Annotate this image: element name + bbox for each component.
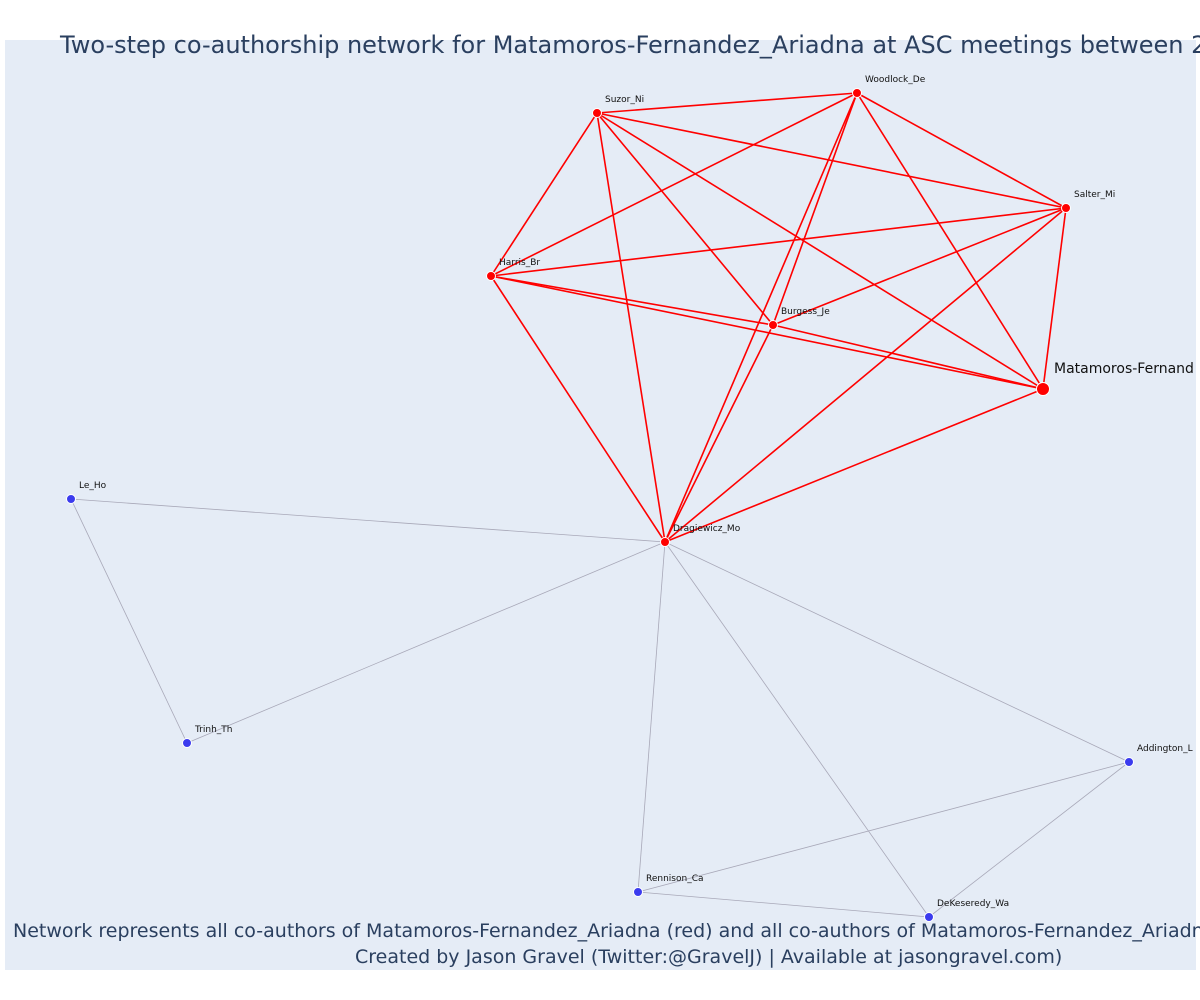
caption-line-2: Created by Jason Gravel (Twitter:@Gravel…	[355, 946, 1062, 968]
node-label-matamoros: Matamoros-Fernand	[1054, 361, 1194, 377]
edge-woodlock-matamoros	[856, 92, 1044, 390]
chart-title: Two-step co-authorship network for Matam…	[59, 31, 1200, 59]
edge-addington-dekeseredy	[928, 761, 1130, 918]
node-dragiewicz[interactable]	[660, 537, 670, 547]
edge-woodlock-dragiewicz	[664, 92, 858, 543]
edge-burgess-matamoros	[772, 324, 1044, 390]
node-addington[interactable]	[1124, 757, 1134, 767]
first-step-edges	[490, 92, 1067, 543]
node-burgess[interactable]	[768, 320, 778, 330]
edge-harris-matamoros	[490, 275, 1044, 390]
node-label-woodlock: Woodlock_De	[865, 75, 926, 85]
edge-salter-harris	[490, 207, 1067, 277]
node-salter[interactable]	[1061, 203, 1071, 213]
edge-dragiewicz-dekeseredy	[664, 541, 930, 918]
plot-background	[5, 40, 1196, 970]
edge-woodlock-salter	[856, 92, 1067, 209]
edge-suzor-harris	[490, 112, 598, 277]
node-label-trinh: Trinh_Th	[194, 725, 233, 735]
node-suzor[interactable]	[592, 108, 602, 118]
edge-harris-burgess	[490, 275, 774, 326]
edge-dragiewicz-rennison	[637, 541, 666, 893]
edge-rennison-dekeseredy	[637, 891, 930, 918]
node-dekeseredy[interactable]	[924, 912, 934, 922]
edge-matamoros-dragiewicz	[664, 388, 1044, 543]
node-label-dragiewicz: Dragiewicz_Mo	[673, 524, 741, 534]
edge-salter-burgess	[772, 207, 1067, 326]
second-step-edges	[70, 498, 1130, 918]
node-label-rennison: Rennison_Ca	[646, 874, 704, 884]
edge-suzor-salter	[596, 112, 1067, 209]
node-label-harris: Harris_Br	[499, 258, 540, 268]
node-woodlock[interactable]	[852, 88, 862, 98]
node-label-burgess: Burgess_Je	[781, 307, 830, 317]
node-matamoros[interactable]	[1036, 382, 1050, 396]
edge-salter-matamoros	[1042, 207, 1067, 390]
author-labels: Matamoros-Fernand Woodlock_De Suzor_Ni Salt…	[79, 75, 1194, 909]
edge-woodlock-burgess	[772, 92, 858, 326]
node-label-leho: Le_Ho	[79, 481, 107, 491]
edge-suzor-woodlock	[596, 92, 858, 114]
edge-harris-dragiewicz	[490, 275, 666, 543]
edge-dragiewicz-trinh	[186, 541, 666, 744]
node-leho[interactable]	[66, 494, 76, 504]
edge-woodlock-harris	[490, 92, 858, 277]
node-label-dekeseredy: DeKeseredy_Wa	[937, 899, 1009, 909]
caption-line-1: Network represents all co-authors of Mat…	[13, 920, 1200, 942]
edge-suzor-burgess	[596, 112, 774, 326]
edge-salter-dragiewicz	[664, 207, 1067, 543]
author-nodes	[66, 88, 1134, 922]
node-rennison[interactable]	[633, 887, 643, 897]
edge-dragiewicz-leho	[70, 498, 666, 543]
node-label-addington: Addington_L	[1137, 744, 1193, 754]
edge-suzor-matamoros	[596, 112, 1044, 390]
node-label-suzor: Suzor_Ni	[605, 95, 644, 105]
edge-dragiewicz-addington	[664, 541, 1130, 763]
node-trinh[interactable]	[182, 738, 192, 748]
node-label-salter: Salter_Mi	[1074, 190, 1115, 200]
edge-suzor-dragiewicz	[596, 112, 666, 543]
edge-burgess-dragiewicz	[664, 324, 774, 543]
edge-leho-trinh	[70, 498, 188, 744]
edge-addington-rennison	[637, 761, 1130, 893]
node-harris[interactable]	[486, 271, 496, 281]
